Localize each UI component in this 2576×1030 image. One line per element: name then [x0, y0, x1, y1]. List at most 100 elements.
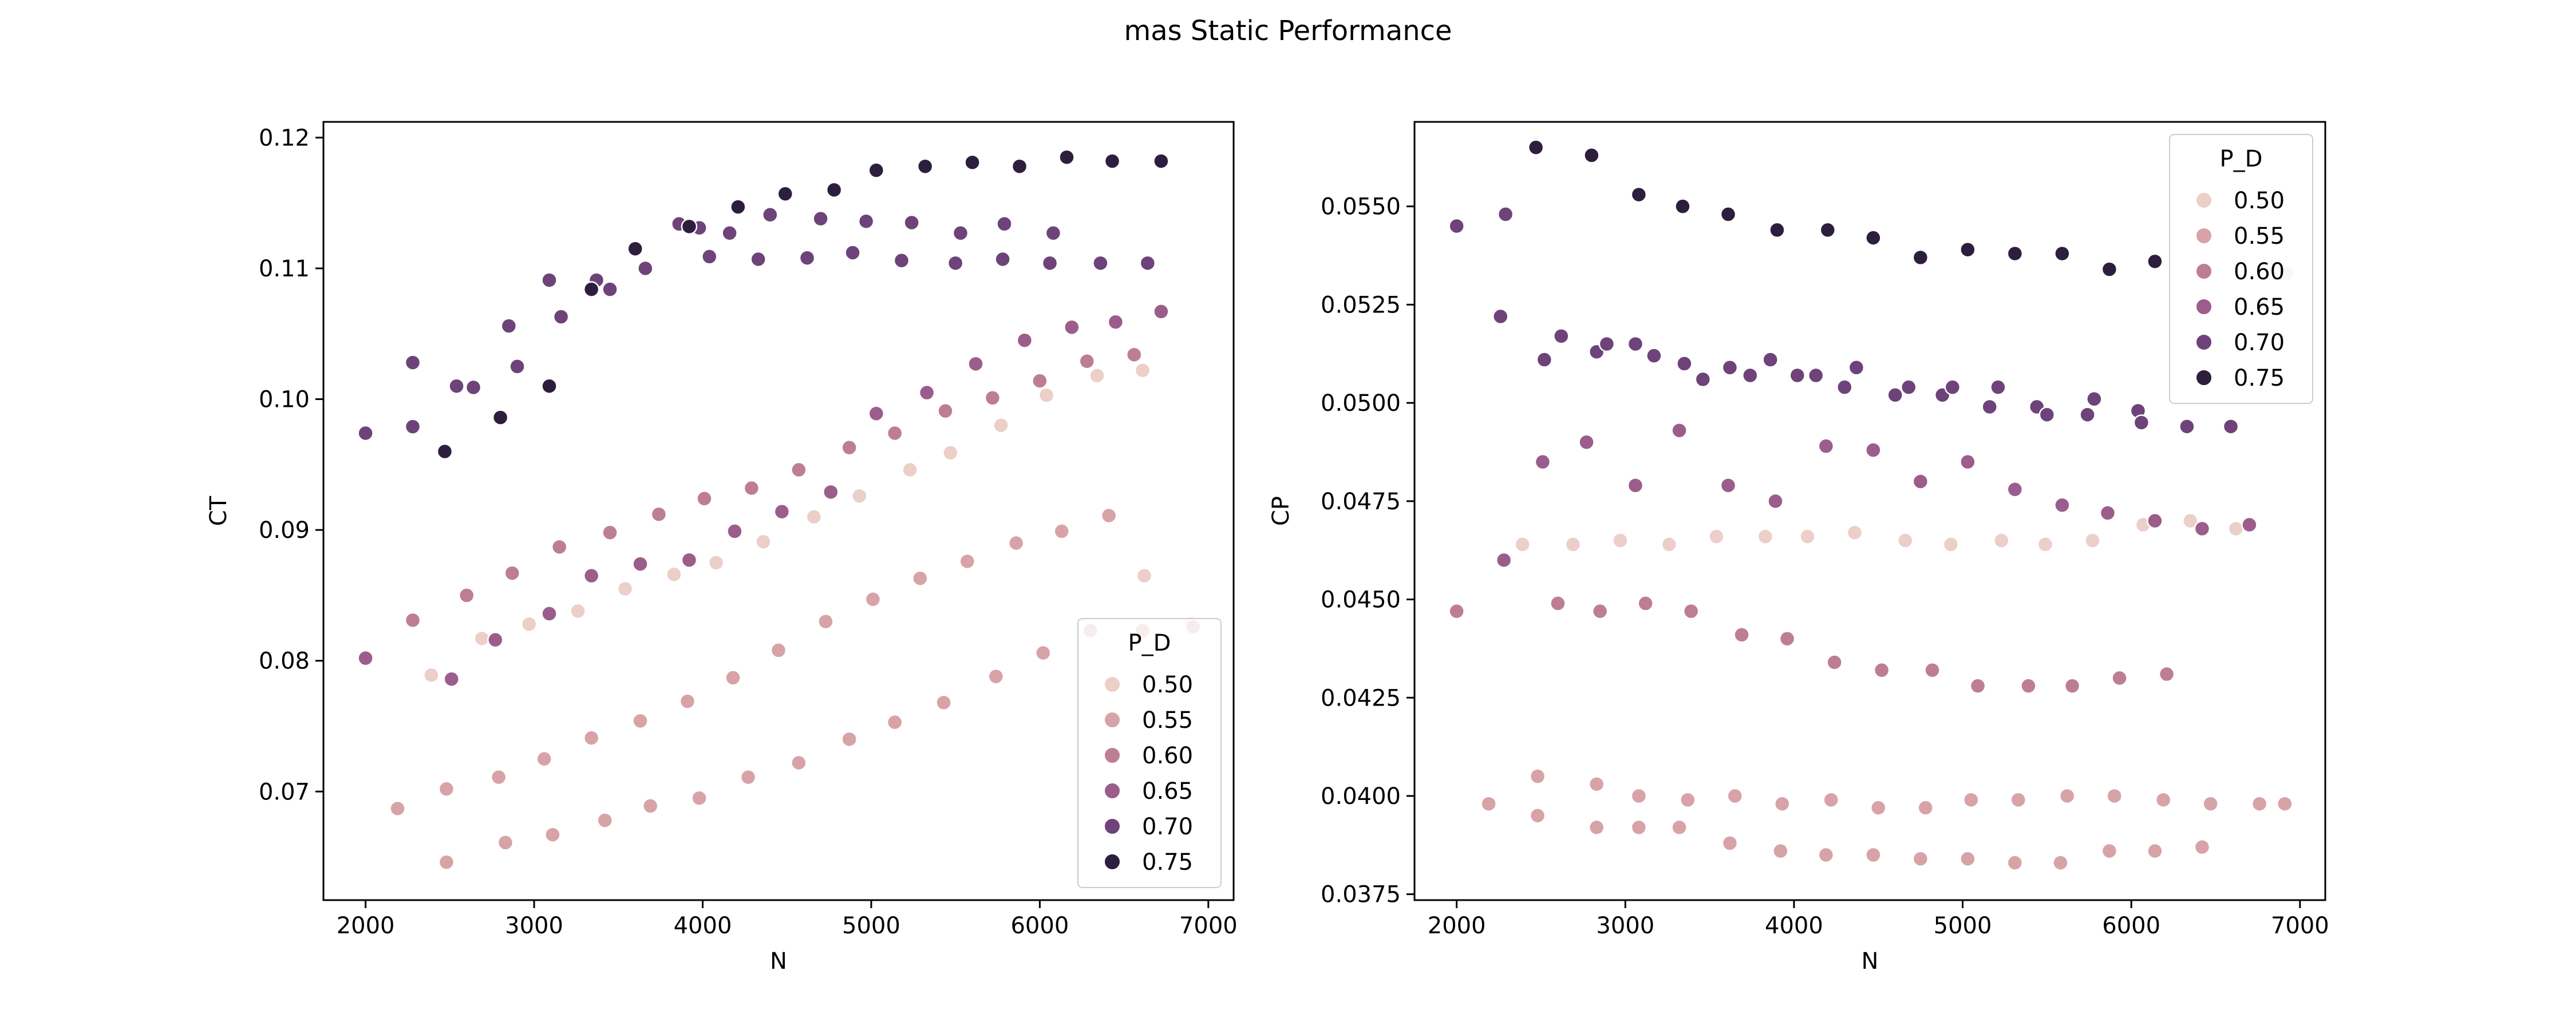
cp-point-pd-055 [2052, 854, 2069, 871]
ct-point-pd-055 [959, 553, 976, 570]
ct-point-pd-050 [1136, 567, 1153, 584]
cp-point-pd-060 [1550, 595, 1566, 612]
cp-point-pd-065 [1865, 442, 1882, 458]
ct-point-pd-050 [423, 667, 440, 684]
cp-point-pd-065 [2147, 512, 2163, 529]
ct-point-pd-075 [627, 240, 643, 257]
ct-point-pd-070 [994, 251, 1011, 268]
cp-point-pd-070 [1676, 355, 1693, 372]
cp-point-pd-060 [1779, 630, 1796, 647]
ct-point-pd-070 [448, 378, 465, 394]
ct-point-pd-065 [1153, 303, 1170, 320]
ct-point-pd-065 [1107, 314, 1124, 330]
cp-point-pd-050 [1846, 524, 1863, 541]
cp-point-pd-060 [1969, 678, 1986, 694]
ct-point-pd-070 [701, 248, 718, 265]
ct-point-pd-050 [902, 461, 918, 478]
ct-point-pd-070 [465, 379, 482, 396]
ct-point-pd-055 [1035, 644, 1052, 661]
ct-point-pd-075 [730, 199, 746, 215]
cp-y-tick-label: 0.0525 [1321, 292, 1401, 318]
cp-point-pd-075 [1819, 221, 1836, 239]
cp-point-pd-050 [1799, 528, 1816, 545]
ct-point-pd-075 [541, 378, 558, 394]
ct-y-axis-label: CT [206, 496, 232, 526]
ct-point-pd-065 [443, 671, 460, 687]
cp-point-pd-065 [1912, 473, 1929, 490]
cp-point-pd-050 [2182, 512, 2199, 529]
cp-point-pd-070 [1598, 335, 1615, 352]
ct-legend: P_D 0.50 0.55 0.60 0.65 0.70 0.75 [1077, 618, 1222, 888]
ct-point-pd-060 [650, 506, 667, 522]
ct-point-pd-065 [967, 355, 984, 373]
cp-point-pd-070 [1762, 351, 1779, 368]
ct-point-pd-060 [841, 439, 858, 456]
cp-point-pd-055 [1529, 807, 1546, 824]
ct-point-pd-075 [825, 181, 843, 199]
ct-axes-frame [322, 121, 1235, 901]
cp-point-pd-055 [1671, 819, 1688, 836]
cp-point-pd-050 [2084, 532, 2101, 549]
cp-point-pd-075 [1865, 229, 1882, 246]
ct-legend-marker [1104, 818, 1121, 835]
ct-point-pd-060 [791, 461, 807, 478]
cp-point-pd-055 [1630, 787, 1647, 805]
cp-point-pd-065 [2054, 497, 2071, 513]
ct-point-pd-055 [725, 670, 741, 686]
ct-point-pd-055 [632, 712, 649, 730]
ct-legend-label: 0.70 [1142, 814, 1193, 840]
cp-point-pd-055 [2101, 842, 2118, 859]
cp-point-pd-070 [2179, 418, 2195, 435]
ct-point-pd-070 [952, 225, 969, 241]
ct-x-axis-label: N [770, 948, 787, 974]
ct-point-pd-070 [903, 214, 920, 231]
cp-point-pd-070 [1807, 367, 1824, 384]
cp-point-pd-070 [1789, 367, 1806, 384]
ct-point-pd-070 [996, 216, 1013, 232]
cp-x-tick-label: 5000 [1934, 913, 1992, 939]
cp-point-pd-050 [1564, 536, 1582, 553]
ct-point-pd-050 [993, 417, 1009, 434]
cp-point-pd-055 [1865, 846, 1882, 863]
cp-point-pd-070 [1836, 379, 1853, 395]
ct-point-pd-055 [490, 768, 507, 786]
cp-point-pd-075 [2101, 261, 2118, 278]
cp-point-pd-060 [2111, 670, 2128, 687]
ct-point-pd-070 [637, 260, 654, 277]
ct-point-pd-070 [404, 418, 421, 435]
ct-point-pd-055 [864, 591, 882, 608]
ct-point-pd-070 [500, 318, 517, 334]
cp-point-pd-055 [1870, 799, 1887, 816]
ct-point-pd-070 [762, 207, 779, 223]
ct-legend-label: 0.60 [1142, 743, 1193, 769]
cp-x-axis-label: N [1862, 948, 1879, 974]
ct-point-pd-050 [666, 566, 682, 583]
ct-y-tick-label: 0.08 [259, 648, 310, 675]
ct-point-pd-050 [1089, 367, 1105, 384]
cp-legend-title: P_D [2220, 146, 2263, 172]
cp-legend-marker [2195, 227, 2212, 244]
ct-point-pd-060 [984, 390, 1001, 406]
ct-point-pd-070 [357, 425, 374, 442]
cp-point-pd-055 [1823, 791, 1839, 809]
cp-point-pd-075 [1959, 241, 1976, 258]
ct-legend-title: P_D [1128, 630, 1171, 656]
ct-legend-label: 0.65 [1142, 778, 1193, 805]
ct-point-pd-055 [438, 781, 455, 797]
cp-point-pd-060 [1733, 627, 1750, 643]
cp-point-pd-050 [1612, 532, 1629, 549]
ct-point-pd-055 [596, 812, 613, 829]
ct-point-pd-075 [583, 281, 600, 298]
ct-point-pd-070 [750, 251, 767, 268]
cp-point-pd-055 [2194, 839, 2211, 855]
cp-point-pd-055 [1721, 835, 1739, 851]
ct-point-pd-055 [841, 731, 858, 748]
cp-point-pd-075 [1583, 147, 1600, 164]
cp-point-pd-050 [1708, 528, 1725, 545]
cp-legend-label: 0.55 [2234, 223, 2285, 249]
cp-legend-label: 0.70 [2234, 330, 2285, 356]
cp-point-pd-055 [1588, 819, 1605, 836]
figure-title: mas Static Performance [1124, 15, 1452, 47]
cp-point-pd-070 [1646, 347, 1662, 364]
cp-point-pd-075 [1912, 249, 1929, 266]
